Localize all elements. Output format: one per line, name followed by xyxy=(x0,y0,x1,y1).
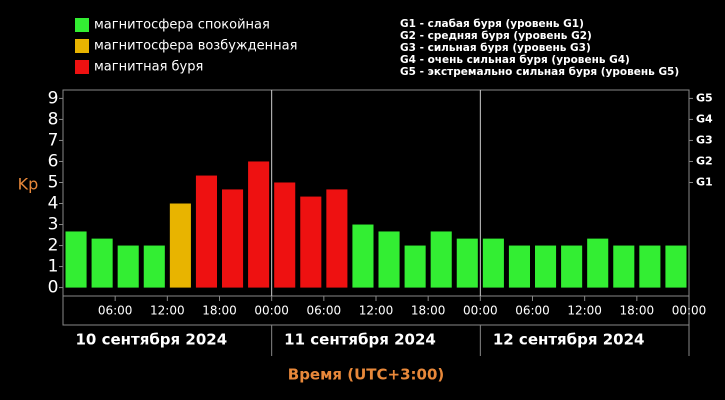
storm-level: G2 - средняя буря (уровень G2) xyxy=(400,30,592,42)
bar xyxy=(352,224,374,288)
day-label: 10 сентября 2024 xyxy=(75,331,227,349)
x-tick-label: 00:00 xyxy=(463,304,498,318)
y-tick-label: 1 xyxy=(48,257,59,277)
y2-tick-label: G4 xyxy=(696,112,713,125)
y-tick-label: 2 xyxy=(48,236,59,256)
bar xyxy=(535,245,557,288)
day-label: 12 сентября 2024 xyxy=(493,331,645,349)
bar xyxy=(195,175,217,288)
y-tick-label: 6 xyxy=(48,151,59,171)
legend-label: магнитосфера возбужденная xyxy=(94,39,297,54)
x-tick-label: 12:00 xyxy=(150,304,185,318)
storm-level: G4 - очень сильная буря (уровень G4) xyxy=(400,54,630,66)
bar xyxy=(222,189,244,288)
bar xyxy=(300,196,322,288)
y-tick-label: 4 xyxy=(48,194,59,214)
x-tick-label: 06:00 xyxy=(307,304,342,318)
bar xyxy=(430,231,452,288)
y-tick-label: 3 xyxy=(48,215,59,235)
legend-swatch xyxy=(75,18,89,32)
y2-tick-label: G3 xyxy=(696,133,713,146)
x-tick-label: 00:00 xyxy=(672,304,707,318)
storm-level: G5 - экстремально сильная буря (уровень … xyxy=(400,66,679,78)
bar xyxy=(169,203,191,288)
storm-level: G3 - сильная буря (уровень G3) xyxy=(400,42,591,54)
bar xyxy=(665,245,687,288)
y-tick-label: 9 xyxy=(48,88,59,108)
y2-tick-label: G5 xyxy=(696,91,713,104)
y-tick-label: 0 xyxy=(48,278,59,298)
bar xyxy=(65,231,87,288)
bar xyxy=(274,182,296,288)
x-tick-label: 18:00 xyxy=(202,304,237,318)
y2-tick-label: G2 xyxy=(696,154,713,167)
bar xyxy=(91,238,113,288)
bar xyxy=(248,161,270,288)
bar xyxy=(117,245,139,288)
y-label: Kp xyxy=(18,175,39,194)
x-tick-label: 18:00 xyxy=(620,304,655,318)
legend-label: магнитосфера спокойная xyxy=(94,18,270,33)
bar xyxy=(561,245,583,288)
bar xyxy=(326,189,348,288)
x-tick-label: 00:00 xyxy=(254,304,289,318)
bar xyxy=(587,238,609,288)
legend-label: магнитная буря xyxy=(94,60,203,75)
x-tick-label: 18:00 xyxy=(411,304,446,318)
x-label: Время (UTC+3:00) xyxy=(288,366,444,384)
bar xyxy=(456,238,478,288)
y-tick-label: 8 xyxy=(48,109,59,129)
x-tick-label: 06:00 xyxy=(515,304,550,318)
bar xyxy=(404,245,426,288)
legend-swatch xyxy=(75,60,89,74)
bar xyxy=(482,238,504,288)
bar xyxy=(613,245,635,288)
x-tick-label: 12:00 xyxy=(359,304,394,318)
y2-tick-label: G1 xyxy=(696,175,713,188)
y-tick-label: 5 xyxy=(48,172,59,192)
bar xyxy=(508,245,530,288)
bar xyxy=(639,245,661,288)
bar xyxy=(143,245,165,288)
y-tick-label: 7 xyxy=(48,130,59,150)
x-tick-label: 06:00 xyxy=(98,304,133,318)
legend-swatch xyxy=(75,39,89,53)
day-label: 11 сентября 2024 xyxy=(284,331,436,349)
storm-level: G1 - слабая буря (уровень G1) xyxy=(400,18,584,30)
x-tick-label: 12:00 xyxy=(567,304,602,318)
bar xyxy=(378,231,400,288)
